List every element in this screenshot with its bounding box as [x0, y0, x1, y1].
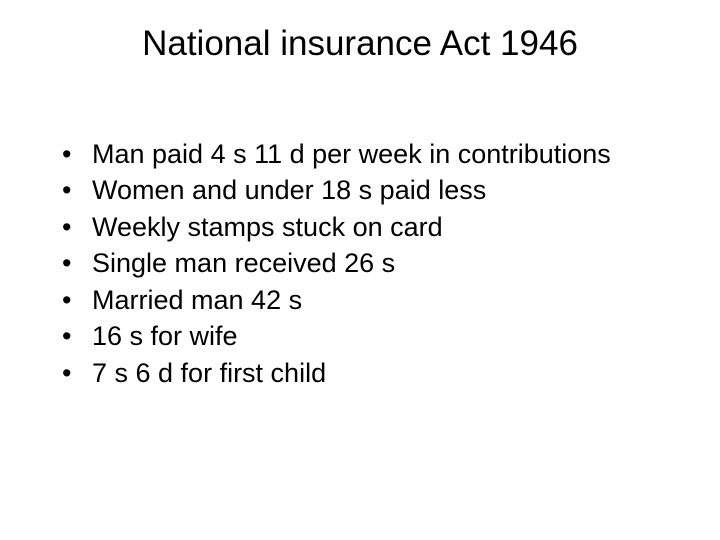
slide-title: National insurance Act 1946	[0, 24, 720, 64]
bullet-icon: •	[56, 282, 92, 318]
bullet-text: Married man 42 s	[92, 282, 720, 318]
bullet-text: Women and under 18 s paid less	[92, 172, 720, 208]
bullet-list: • Man paid 4 s 11 d per week in contribu…	[56, 136, 720, 391]
slide: National insurance Act 1946 • Man paid 4…	[0, 0, 720, 540]
list-item: • Man paid 4 s 11 d per week in contribu…	[56, 136, 720, 172]
list-item: • Single man received 26 s	[56, 245, 720, 281]
bullet-icon: •	[56, 318, 92, 354]
bullet-icon: •	[56, 245, 92, 281]
list-item: • Married man 42 s	[56, 282, 720, 318]
bullet-icon: •	[56, 136, 92, 172]
bullet-text: 7 s 6 d for first child	[92, 355, 720, 391]
bullet-text: Man paid 4 s 11 d per week in contributi…	[92, 136, 720, 172]
bullet-text: Weekly stamps stuck on card	[92, 209, 720, 245]
bullet-text: 16 s for wife	[92, 318, 720, 354]
list-item: • 16 s for wife	[56, 318, 720, 354]
bullet-icon: •	[56, 172, 92, 208]
list-item: • Weekly stamps stuck on card	[56, 209, 720, 245]
list-item: • Women and under 18 s paid less	[56, 172, 720, 208]
bullet-icon: •	[56, 355, 92, 391]
list-item: • 7 s 6 d for first child	[56, 355, 720, 391]
bullet-text: Single man received 26 s	[92, 245, 720, 281]
bullet-icon: •	[56, 209, 92, 245]
